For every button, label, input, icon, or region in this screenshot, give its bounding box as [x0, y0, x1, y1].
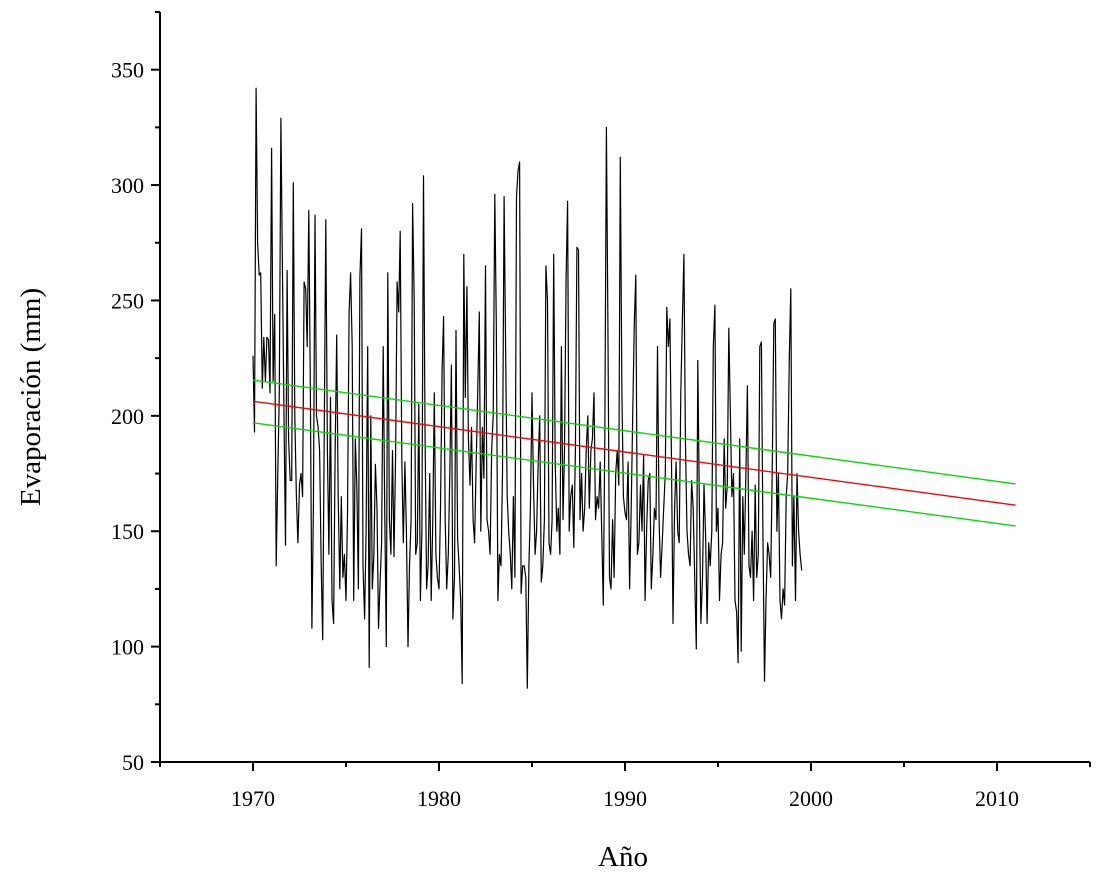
series-data-line — [252, 87, 803, 689]
x-tick-label: 1980 — [417, 786, 461, 811]
x-tick-label: 2000 — [789, 786, 833, 811]
x-tick-label: 1990 — [603, 786, 647, 811]
series-trend-line — [252, 400, 1016, 506]
y-tick-label: 300 — [111, 173, 144, 198]
series-upper-bound-line — [252, 379, 1016, 485]
y-tick-label: 100 — [111, 635, 144, 660]
x-tick-label: 1970 — [231, 786, 275, 811]
series-lower-bound-line — [252, 422, 1016, 527]
y-tick-label: 50 — [122, 750, 144, 775]
y-axis-title: Evaporación (mm) — [15, 288, 47, 506]
x-axis-title: Año — [598, 841, 648, 873]
y-tick-label: 200 — [111, 404, 144, 429]
y-tick-label: 150 — [111, 519, 144, 544]
axis-ticks: 50 100 150 200 250 300 350 1970 1980 1990 2000 2010 — [111, 11, 1091, 811]
plot-lines — [252, 87, 1016, 689]
y-tick-label: 250 — [111, 288, 144, 313]
x-tick-label: 2010 — [975, 786, 1019, 811]
y-tick-label: 350 — [111, 58, 144, 83]
